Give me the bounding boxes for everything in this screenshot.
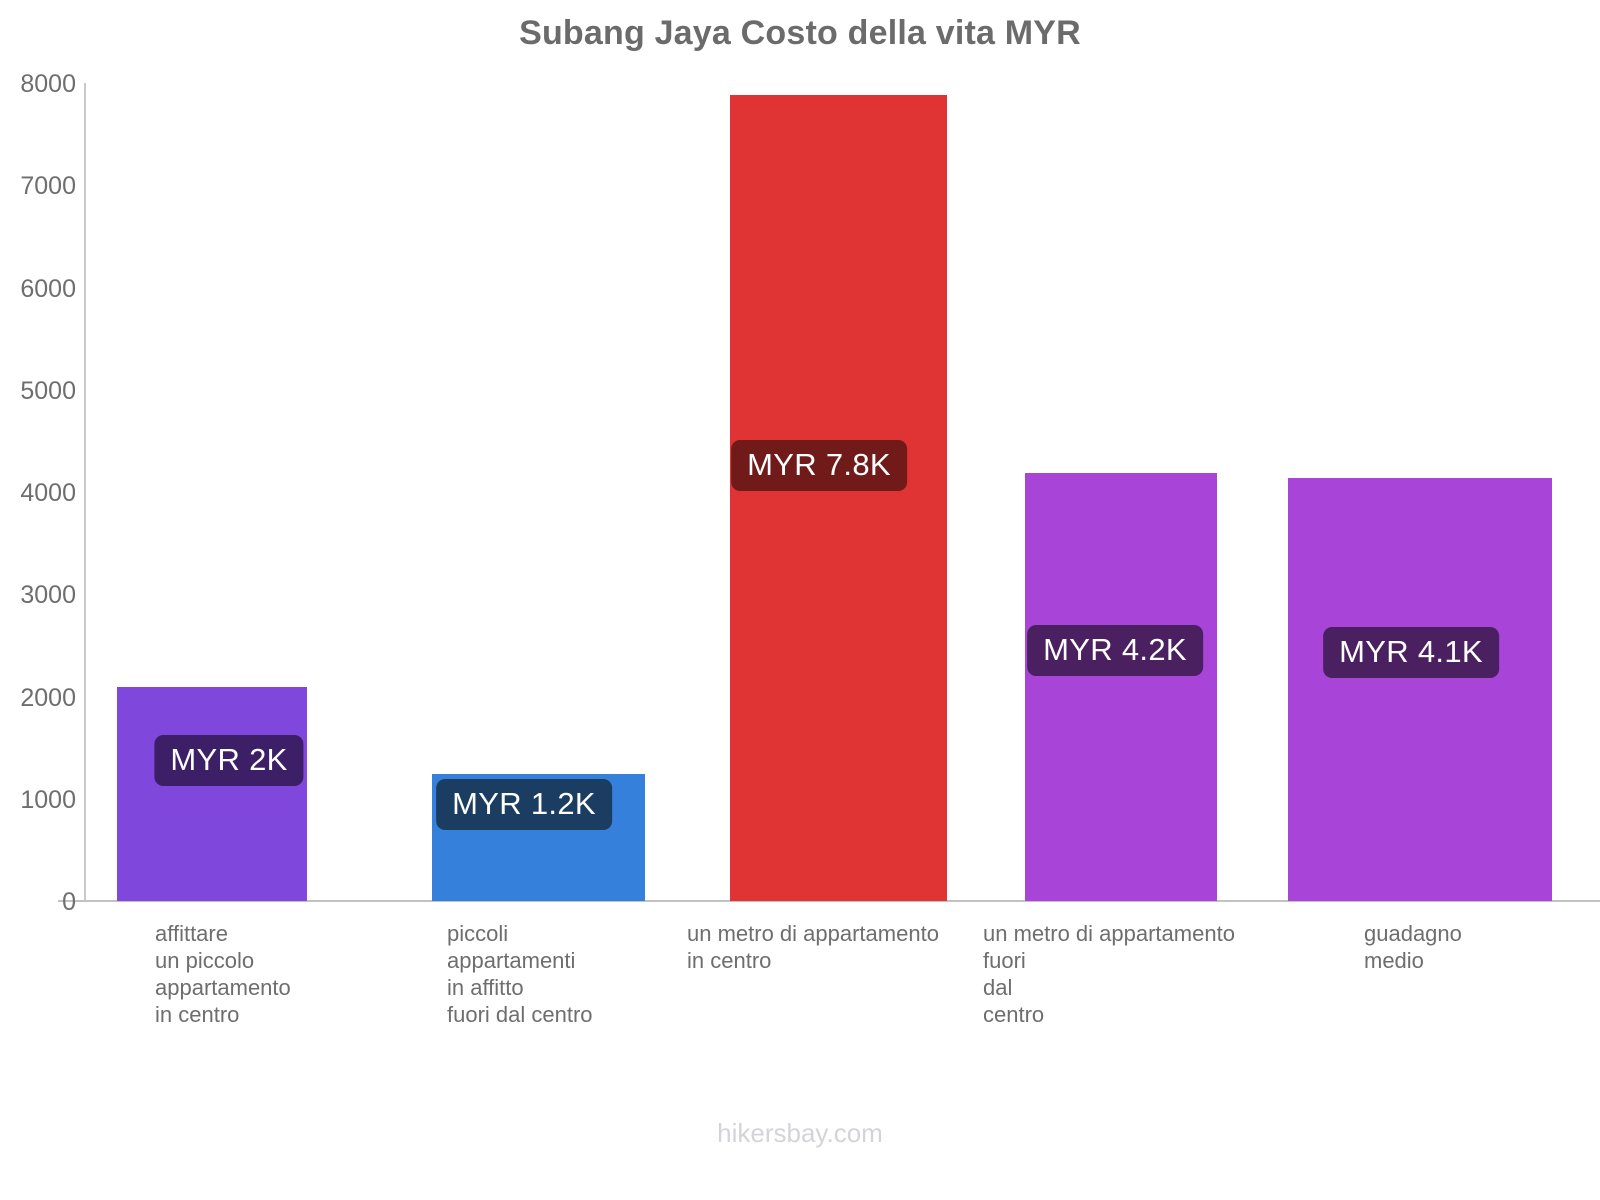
x-axis-label-line: in centro — [155, 1002, 240, 1027]
y-axis-tick: 2000 — [20, 683, 76, 712]
x-axis-label-line: un piccolo — [155, 948, 255, 973]
y-axis-line — [84, 83, 86, 901]
bar-value-label: MYR 1.2K — [436, 779, 612, 830]
y-axis-tick: 7000 — [20, 172, 76, 201]
x-axis-label-line: fuori dal centro — [447, 1002, 593, 1027]
y-axis-tick: 5000 — [20, 376, 76, 405]
bar-value-label: MYR 7.8K — [731, 440, 907, 491]
x-axis-category-label: affittare un piccolo appartamento in cen… — [155, 920, 291, 1028]
bar-value-label: MYR 4.2K — [1027, 625, 1203, 676]
x-axis-line — [58, 900, 1600, 902]
x-axis-label-line: in centro — [687, 948, 772, 973]
x-axis-label-line: guadagno — [1364, 921, 1462, 946]
bar-un-metro-di-appartamento-in-centro[interactable] — [730, 95, 947, 901]
x-axis-category-label: un metro di appartamento in centro — [687, 920, 939, 974]
bar-un-metro-di-appartamento-fuori-dal-centro[interactable] — [1025, 473, 1217, 901]
x-axis-label-line: affittare — [155, 921, 228, 946]
x-axis-label-line: un metro di appartamento — [687, 921, 939, 946]
x-axis-label-line: fuori — [983, 948, 1026, 973]
x-axis-label-line: in affitto — [447, 975, 524, 1000]
x-axis-label-line: dal — [983, 975, 1013, 1000]
x-axis-category-label: piccoli appartamenti in affitto fuori da… — [447, 920, 593, 1028]
y-axis-tick: 6000 — [20, 274, 76, 303]
y-axis-tick: 4000 — [20, 479, 76, 507]
source-watermark: hikersbay.com — [717, 1118, 883, 1148]
bar-value-label: MYR 4.1K — [1323, 627, 1499, 678]
x-axis-category-label: guadagno medio — [1364, 920, 1462, 974]
y-axis-tick: 1000 — [20, 785, 76, 814]
x-axis-category-label: un metro di appartamento fuori dal centr… — [983, 920, 1235, 1028]
page-title: Subang Jaya Costo della vita MYR — [519, 14, 1081, 52]
plot-area: 8000 7000 6000 5000 4000 3000 2000 1000 … — [20, 70, 1600, 916]
x-axis-label-line: centro — [983, 1002, 1045, 1027]
bar-affittare-un-piccolo-appartamento-in-centro[interactable] — [117, 687, 307, 901]
x-axis-label-line: piccoli — [447, 921, 509, 946]
x-axis-label-line: un metro di appartamento — [983, 921, 1235, 946]
x-axis-label-line: appartamento — [155, 975, 291, 1000]
bar-value-label: MYR 2K — [154, 735, 304, 786]
y-axis-tick: 3000 — [20, 581, 76, 610]
y-axis-tick: 0 — [62, 888, 76, 916]
bar-guadagno-medio[interactable] — [1288, 478, 1552, 901]
x-axis-label-line: appartamenti — [447, 948, 576, 973]
x-axis-label-line: medio — [1364, 948, 1424, 973]
y-axis-tick: 8000 — [20, 70, 76, 98]
